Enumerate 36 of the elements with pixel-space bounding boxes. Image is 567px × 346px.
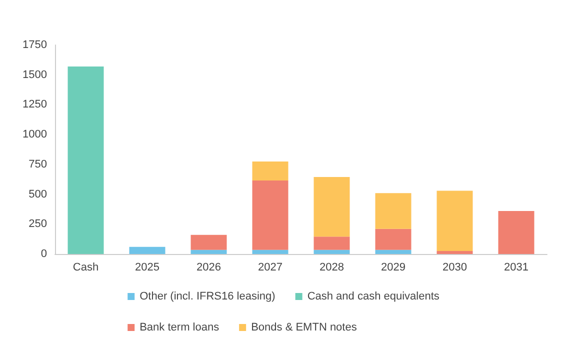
y-tick-label: 1250 (22, 98, 47, 111)
x-tick-label: 2028 (320, 262, 344, 274)
bar (314, 250, 350, 254)
y-tick-label: 1000 (22, 128, 47, 141)
bar (129, 246, 166, 254)
bar (68, 66, 104, 254)
bar (252, 250, 288, 254)
legend-label: Bank term loans (140, 322, 220, 334)
bar (375, 193, 412, 229)
bar (314, 236, 350, 250)
bar (498, 211, 534, 254)
y-tick-label: 1500 (22, 68, 47, 81)
x-tick-label: Cash (72, 262, 99, 274)
bar (190, 234, 227, 250)
x-tick-label: 2026 (196, 262, 221, 274)
bar (436, 251, 473, 254)
x-tick-label: 2027 (258, 262, 282, 274)
bar (436, 190, 473, 252)
bar (375, 228, 412, 250)
bar (252, 180, 288, 250)
bar (314, 176, 350, 237)
bar (190, 250, 227, 254)
x-tick-label: 2030 (442, 262, 467, 274)
y-tick-label: 0 (40, 248, 47, 260)
legend-label: Other (incl. IFRS16 leasing) (140, 290, 276, 302)
x-tick-label: 2025 (135, 262, 160, 274)
y-tick-label: 500 (28, 188, 47, 200)
y-tick-label: 250 (28, 218, 47, 230)
legend-label: Cash and cash equivalents (307, 290, 440, 302)
bar (252, 161, 288, 181)
bar (375, 250, 412, 254)
y-tick-label: 1750 (22, 39, 47, 51)
y-tick-label: 750 (28, 158, 47, 170)
legend-label: Bonds & EMTN notes (251, 322, 358, 334)
x-tick-label: 2029 (381, 262, 406, 274)
x-tick-label: 2031 (504, 262, 528, 274)
